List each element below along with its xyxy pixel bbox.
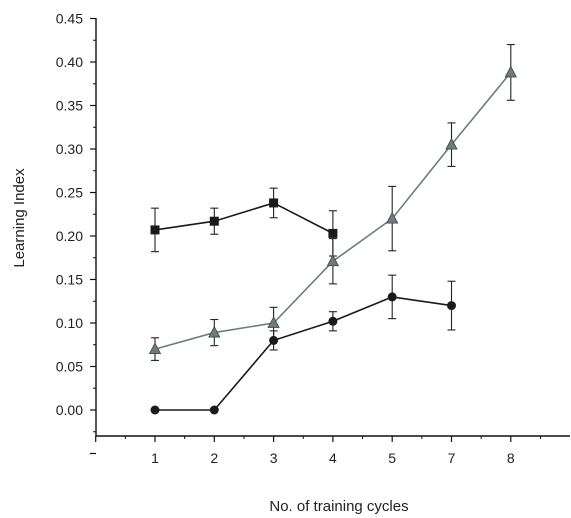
y-tick-label: 0.00 xyxy=(56,402,83,418)
data-point-triangle xyxy=(445,137,458,150)
series-layer xyxy=(148,44,517,415)
y-tick-label: 0.05 xyxy=(56,359,83,375)
y-tick-labels: 0.00 0.05 0.10 0.15 0.20 0.25 0.30 0.35 0.40 0.45 xyxy=(56,11,83,419)
y-tick-label: 0.45 xyxy=(56,11,83,27)
data-point-triangle xyxy=(267,316,280,328)
x-tick-label: 4 xyxy=(329,450,337,466)
x-tick-label: 5 xyxy=(388,450,396,466)
data-point-triangle xyxy=(208,325,221,338)
x-tick-label: 1 xyxy=(151,450,159,466)
y-tick-label: 0.25 xyxy=(56,185,83,201)
series-line xyxy=(155,296,452,411)
x-axis-title: No. of training cycles xyxy=(269,498,408,515)
data-point-square xyxy=(269,198,279,208)
data-point-circle xyxy=(328,316,338,326)
y-axis-title: Learning Index xyxy=(11,168,28,268)
x-tick-labels: 1 2 3 4 5 7 8 xyxy=(151,450,515,466)
data-point-circle xyxy=(150,405,160,415)
series-circle xyxy=(150,274,456,415)
data-point-triangle xyxy=(148,342,162,355)
x-tick-label: 2 xyxy=(210,450,218,466)
data-point-circle xyxy=(447,301,456,311)
chart-axes xyxy=(90,17,570,455)
series-square xyxy=(150,187,338,257)
data-point-triangle xyxy=(326,254,340,267)
y-tick-label: 0.30 xyxy=(56,141,83,157)
data-point-square xyxy=(209,216,219,226)
y-tick-label: 0.10 xyxy=(56,315,83,331)
data-point-circle xyxy=(269,335,279,345)
x-tick-label: 7 xyxy=(448,450,456,466)
data-point-square xyxy=(150,225,160,235)
data-point-triangle xyxy=(504,65,517,78)
data-point-triangle xyxy=(386,211,399,224)
y-tick-label: 0.20 xyxy=(56,228,83,244)
data-point-circle xyxy=(209,405,219,415)
x-tick-label: 8 xyxy=(507,450,515,466)
y-tick-label: 0.40 xyxy=(56,54,83,70)
y-tick-label: 0.35 xyxy=(56,98,83,114)
series-line xyxy=(154,202,334,235)
y-tick-label: 0.15 xyxy=(56,272,83,288)
data-point-circle xyxy=(387,292,397,302)
x-tick-label: 3 xyxy=(270,450,278,466)
data-point-square xyxy=(328,228,338,238)
